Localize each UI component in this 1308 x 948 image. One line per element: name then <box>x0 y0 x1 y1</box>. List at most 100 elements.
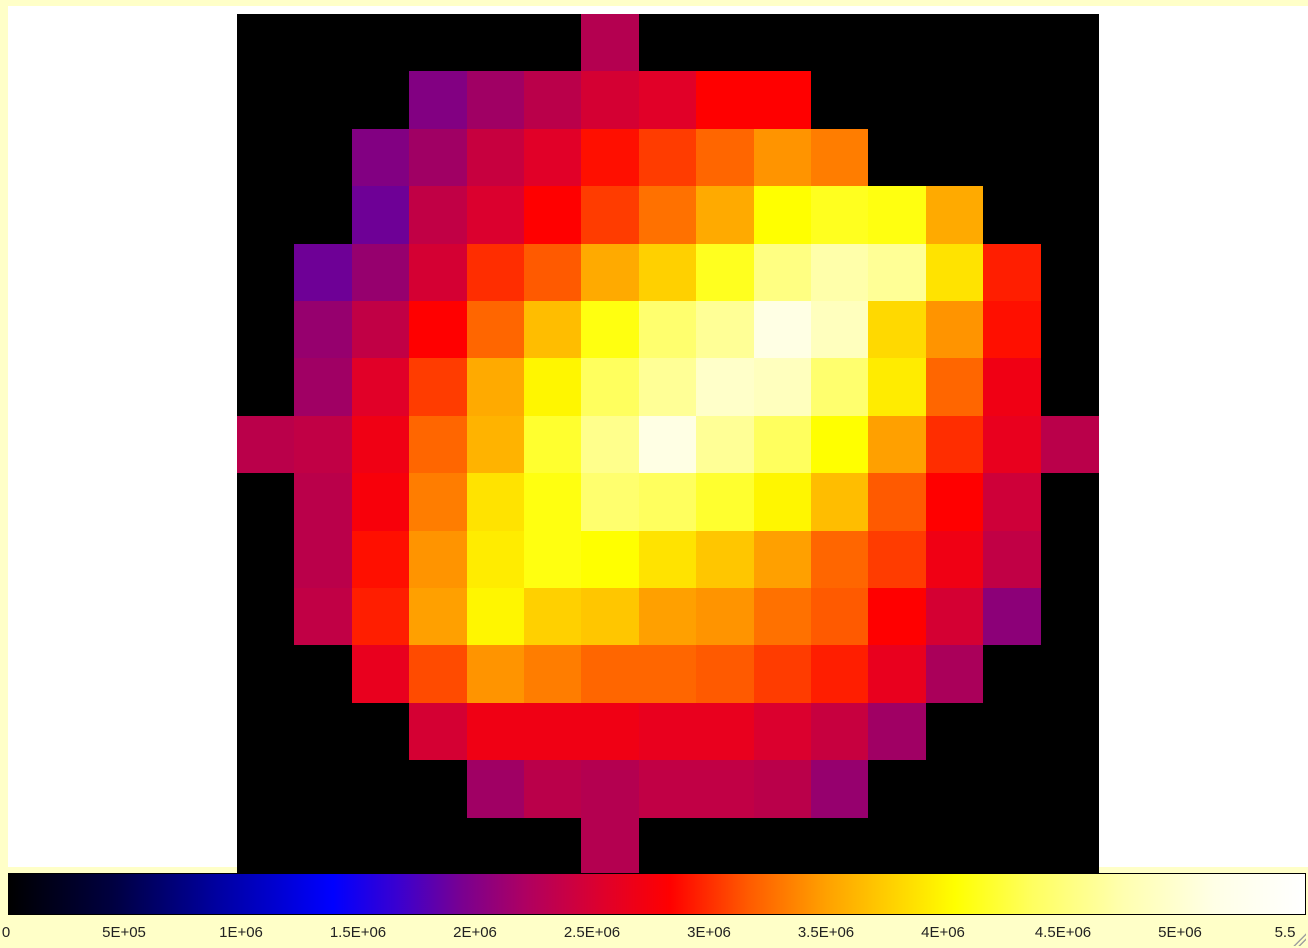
heatmap-cell <box>351 243 410 302</box>
heatmap-cell <box>294 530 353 589</box>
heatmap-cell <box>868 186 927 245</box>
heatmap-cell <box>524 760 582 819</box>
heatmap-cell <box>581 817 640 876</box>
heatmap-cell <box>409 243 468 302</box>
heatmap-cell <box>696 14 755 72</box>
heatmap-cell <box>638 588 697 646</box>
heatmap-cell <box>868 415 927 474</box>
heatmap-cell <box>638 530 697 589</box>
heatmap-cell <box>409 530 468 589</box>
heatmap-cell <box>983 415 1042 474</box>
heatmap-cell <box>524 301 582 359</box>
heatmap-cell <box>581 702 640 761</box>
heatmap-cell <box>925 186 984 245</box>
heatmap-cell <box>638 473 697 532</box>
heatmap-cell <box>524 128 582 187</box>
heatmap-cell <box>638 817 697 876</box>
heatmap-cell <box>294 358 353 417</box>
heatmap-cell <box>409 415 468 474</box>
heatmap-cell <box>983 358 1042 417</box>
heatmap-cell <box>753 530 812 589</box>
heatmap-cell <box>351 588 410 646</box>
heatmap-cell <box>696 588 755 646</box>
heatmap-cell <box>983 530 1042 589</box>
heatmap-cell <box>581 301 640 359</box>
heatmap-cell <box>237 645 295 704</box>
heatmap-cell <box>1040 358 1099 417</box>
heatmap-cell <box>983 186 1042 245</box>
heatmap-cell <box>524 14 582 72</box>
colorbar-tick-label: 1.5E+06 <box>329 924 387 941</box>
heatmap-cell <box>811 530 869 589</box>
heatmap-cell <box>466 14 525 72</box>
heatmap-cell <box>811 645 869 704</box>
heatmap-cell <box>409 760 468 819</box>
heatmap-cell <box>466 760 525 819</box>
heatmap-cell <box>294 702 353 761</box>
heatmap-cell <box>868 243 927 302</box>
heatmap-cell <box>524 645 582 704</box>
heatmap-cell <box>753 186 812 245</box>
heatmap-cell <box>466 645 525 704</box>
heatmap-cell <box>925 71 984 130</box>
heatmap-cell <box>351 71 410 130</box>
heatmap-cell <box>237 588 295 646</box>
heatmap-cell <box>524 415 582 474</box>
heatmap-cell <box>696 128 755 187</box>
heatmap-cell <box>753 760 812 819</box>
heatmap-cell <box>466 186 525 245</box>
heatmap-cell <box>753 645 812 704</box>
heatmap-cell <box>696 760 755 819</box>
heatmap-cell <box>696 817 755 876</box>
heatmap-cell <box>983 588 1042 646</box>
colorbar-tick-label: 3E+06 <box>687 924 731 941</box>
colorbar-tick-label: 5E+06 <box>1158 924 1202 941</box>
heatmap-cell <box>983 817 1042 876</box>
heatmap-cell <box>581 14 640 72</box>
heatmap-cell <box>524 71 582 130</box>
heatmap-cell <box>237 301 295 359</box>
heatmap-cell <box>1040 243 1099 302</box>
heatmap-cell <box>638 645 697 704</box>
heatmap-cell <box>868 128 927 187</box>
heatmap-cell <box>237 530 295 589</box>
heatmap-cell <box>1040 760 1099 819</box>
heatmap-cell <box>466 702 525 761</box>
heatmap-cell <box>409 473 468 532</box>
heatmap-cell <box>811 473 869 532</box>
resize-grip-icon[interactable] <box>1292 932 1306 946</box>
heatmap-cell <box>811 71 869 130</box>
heatmap-cell <box>1040 186 1099 245</box>
heatmap-cell <box>925 530 984 589</box>
heatmap-cell <box>868 588 927 646</box>
heatmap-cell <box>581 358 640 417</box>
heatmap-cell <box>409 128 468 187</box>
heatmap-cell <box>466 817 525 876</box>
heatmap-cell <box>409 817 468 876</box>
heatmap-cell <box>237 71 295 130</box>
heatmap-cell <box>581 128 640 187</box>
heatmap-cell <box>753 14 812 72</box>
heatmap-cell <box>811 760 869 819</box>
heatmap-cell <box>524 473 582 532</box>
heatmap-cell <box>696 301 755 359</box>
heatmap-cell <box>811 301 869 359</box>
heatmap-cell <box>811 817 869 876</box>
heatmap-cell <box>351 530 410 589</box>
heatmap-cell <box>638 128 697 187</box>
heatmap-cell <box>294 186 353 245</box>
heatmap-cell <box>811 702 869 761</box>
heatmap-cell <box>524 702 582 761</box>
heatmap-cell <box>1040 301 1099 359</box>
heatmap-cell <box>868 14 927 72</box>
heatmap-cell <box>1040 473 1099 532</box>
heatmap-cell <box>925 301 984 359</box>
heatmap-cell <box>638 14 697 72</box>
heatmap-cell <box>351 186 410 245</box>
heatmap-cell <box>696 415 755 474</box>
heatmap-cell <box>925 817 984 876</box>
heatmap-cell <box>237 14 295 72</box>
heatmap-cell <box>581 645 640 704</box>
heatmap-cell <box>811 14 869 72</box>
heatmap-cell <box>294 473 353 532</box>
